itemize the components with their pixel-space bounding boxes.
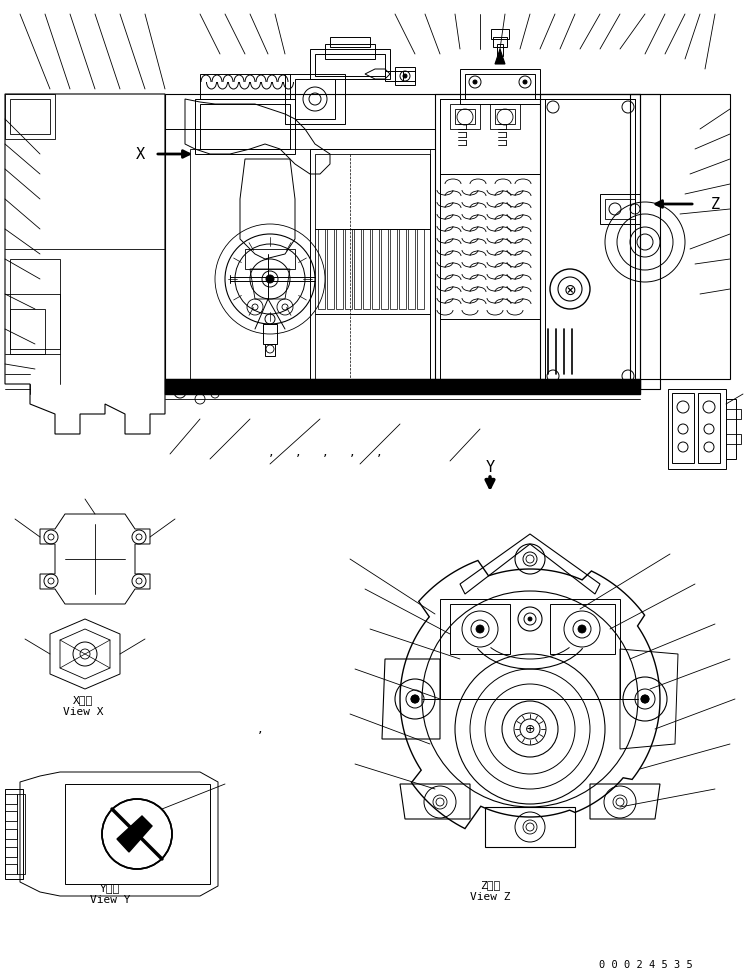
Circle shape: [578, 625, 586, 633]
Text: ⊗: ⊗: [564, 282, 577, 297]
Bar: [265, 345, 275, 357]
Circle shape: [641, 696, 649, 703]
Text: ⊕: ⊕: [525, 723, 536, 736]
Text: 0 0 0 2 4 5 3 5: 0 0 0 2 4 5 3 5: [599, 959, 693, 969]
Text: X　視: X 視: [73, 695, 93, 704]
Bar: [315, 55, 385, 77]
Bar: [195, 100, 295, 154]
Bar: [65, 785, 210, 884]
Bar: [5, 811, 17, 821]
Text: ,   ,   ,   ,   ,: , , , , ,: [267, 447, 383, 457]
Bar: [330, 38, 370, 48]
Polygon shape: [117, 816, 152, 852]
Bar: [325, 45, 375, 60]
Text: ,: ,: [257, 724, 264, 735]
Text: Z　視: Z 視: [480, 879, 500, 889]
Text: X: X: [136, 148, 145, 162]
Bar: [390, 230, 397, 310]
Bar: [605, 199, 635, 220]
Text: Z: Z: [711, 197, 720, 212]
Bar: [285, 75, 345, 125]
Circle shape: [528, 617, 532, 621]
Bar: [408, 230, 415, 310]
Bar: [545, 100, 635, 385]
Text: View Y: View Y: [90, 894, 130, 904]
Text: Y　視: Y 視: [100, 882, 120, 892]
Bar: [672, 394, 694, 463]
Bar: [399, 230, 406, 310]
Circle shape: [266, 276, 274, 283]
Bar: [200, 105, 290, 149]
Bar: [497, 45, 503, 57]
Bar: [5, 789, 23, 879]
Circle shape: [476, 625, 484, 633]
Bar: [10, 260, 60, 350]
Bar: [381, 230, 388, 310]
Bar: [493, 38, 507, 48]
Bar: [354, 230, 361, 310]
Bar: [5, 829, 17, 839]
Bar: [315, 154, 430, 385]
Bar: [417, 230, 424, 310]
Bar: [440, 100, 635, 385]
Bar: [363, 230, 370, 310]
Bar: [165, 385, 640, 393]
Bar: [5, 864, 17, 874]
Circle shape: [411, 696, 419, 703]
Bar: [385, 72, 403, 82]
Text: View Z: View Z: [470, 891, 510, 901]
Bar: [5, 794, 17, 804]
Text: Y: Y: [485, 460, 494, 475]
Bar: [450, 105, 480, 130]
Bar: [460, 70, 540, 105]
Bar: [17, 794, 25, 874]
Bar: [263, 324, 277, 345]
Bar: [10, 310, 45, 355]
Bar: [491, 30, 509, 40]
Bar: [345, 230, 352, 310]
Text: View X: View X: [63, 706, 103, 716]
Bar: [295, 80, 335, 120]
Polygon shape: [495, 50, 505, 64]
Bar: [336, 230, 343, 310]
Bar: [318, 230, 325, 310]
Bar: [165, 380, 640, 395]
Bar: [455, 109, 475, 125]
Bar: [395, 72, 415, 82]
Bar: [327, 230, 334, 310]
Circle shape: [473, 81, 477, 85]
Bar: [465, 75, 535, 100]
Bar: [372, 230, 379, 310]
Bar: [726, 435, 741, 445]
Circle shape: [403, 75, 407, 79]
Bar: [726, 409, 741, 419]
Bar: [395, 68, 415, 86]
Bar: [5, 847, 17, 857]
Bar: [698, 394, 720, 463]
Bar: [495, 109, 515, 125]
Bar: [668, 390, 726, 470]
Bar: [490, 105, 520, 130]
Circle shape: [523, 81, 527, 85]
